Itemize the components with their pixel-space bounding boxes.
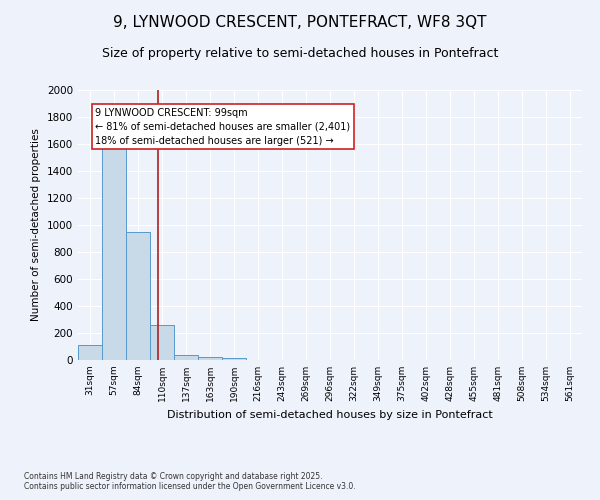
Text: Contains HM Land Registry data © Crown copyright and database right 2025.: Contains HM Land Registry data © Crown c… [24, 472, 323, 481]
Bar [126, 232, 150, 360]
Y-axis label: Number of semi-detached properties: Number of semi-detached properties [31, 128, 41, 322]
Bar [222, 358, 246, 360]
Text: Size of property relative to semi-detached houses in Pontefract: Size of property relative to semi-detach… [102, 48, 498, 60]
Bar [102, 144, 126, 360]
Bar [174, 356, 198, 360]
Bar [150, 325, 174, 360]
Text: Contains public sector information licensed under the Open Government Licence v3: Contains public sector information licen… [24, 482, 356, 491]
Bar [198, 356, 222, 360]
X-axis label: Distribution of semi-detached houses by size in Pontefract: Distribution of semi-detached houses by … [167, 410, 493, 420]
Text: 9 LYNWOOD CRESCENT: 99sqm
← 81% of semi-detached houses are smaller (2,401)
18% : 9 LYNWOOD CRESCENT: 99sqm ← 81% of semi-… [95, 108, 350, 146]
Text: 9, LYNWOOD CRESCENT, PONTEFRACT, WF8 3QT: 9, LYNWOOD CRESCENT, PONTEFRACT, WF8 3QT [113, 15, 487, 30]
Bar [78, 345, 102, 360]
